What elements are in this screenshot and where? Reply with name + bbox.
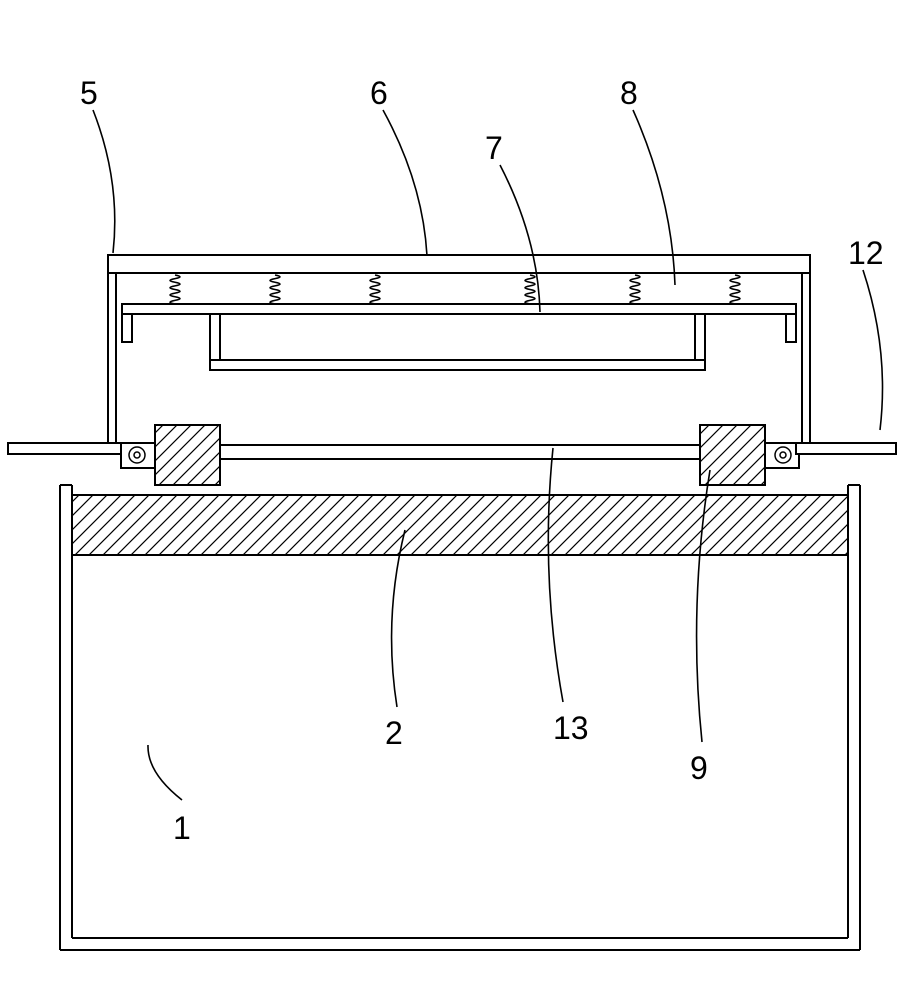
technical-diagram — [0, 0, 906, 1000]
callout-label-6: 6 — [370, 75, 388, 112]
callout-label-9: 9 — [690, 750, 708, 787]
callout-label-8: 8 — [620, 75, 638, 112]
callout-label-1: 1 — [173, 810, 191, 847]
callout-label-2: 2 — [385, 715, 403, 752]
callout-label-13: 13 — [553, 710, 589, 747]
callout-label-7: 7 — [485, 130, 503, 167]
callout-label-12: 12 — [848, 235, 884, 272]
callout-label-5: 5 — [80, 75, 98, 112]
